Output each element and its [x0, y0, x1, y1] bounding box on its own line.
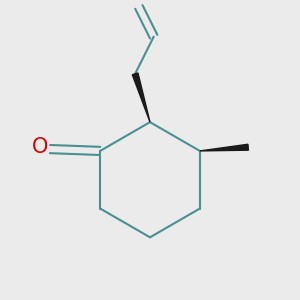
Text: O: O — [32, 137, 48, 157]
Polygon shape — [132, 73, 150, 122]
Polygon shape — [200, 144, 248, 151]
